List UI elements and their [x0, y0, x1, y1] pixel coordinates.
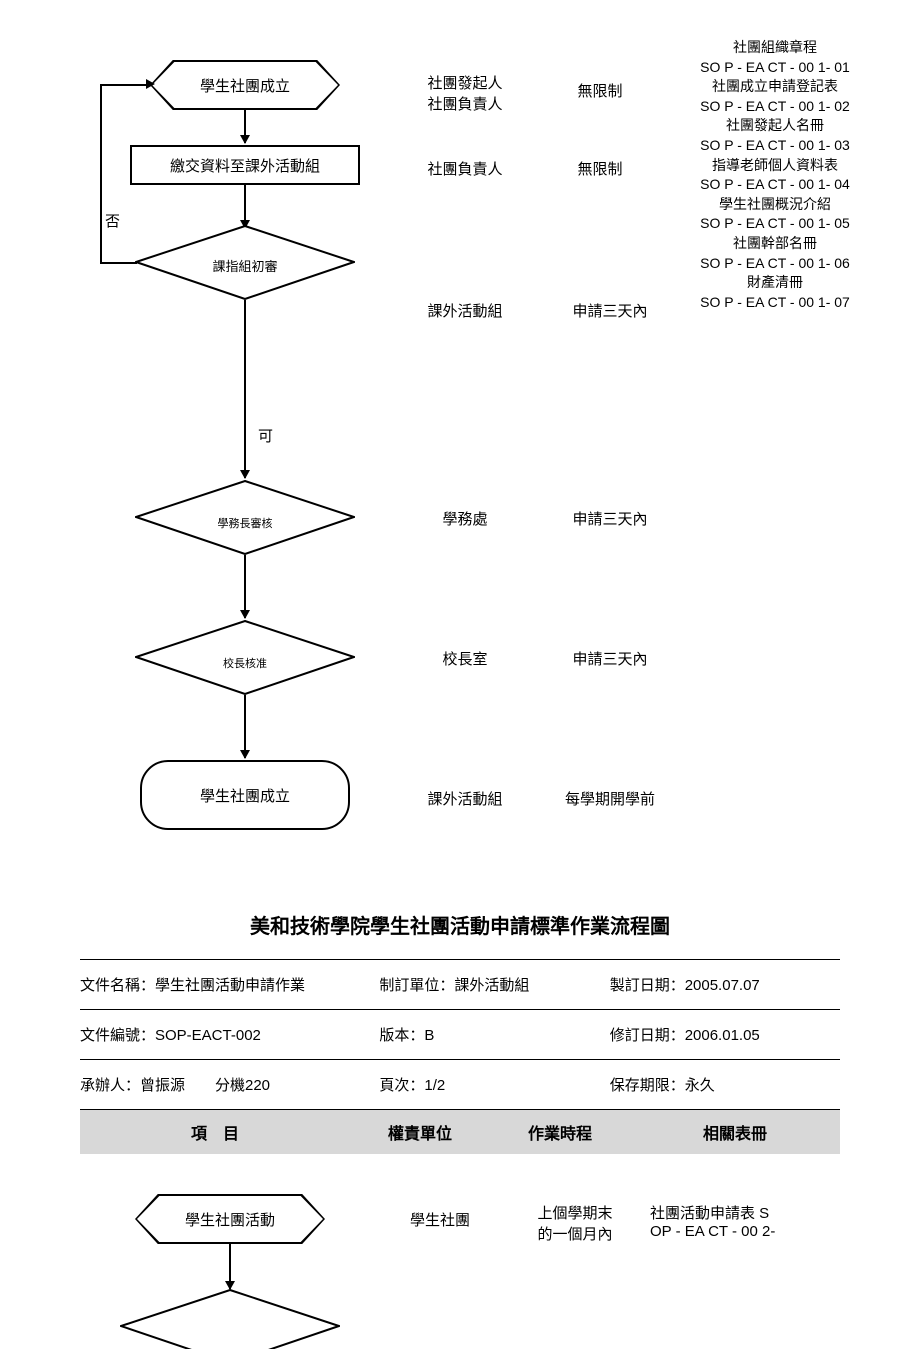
- node-final-rounded: 學生社團成立: [140, 760, 350, 830]
- node-activity-label: 學生社團活動: [185, 1209, 275, 1230]
- node-activity-hex: 學生社團活動: [135, 1194, 325, 1244]
- doc-line: SO P - EA CT - 00 1- 02: [670, 97, 880, 117]
- info-r1c1: 文件名稱：學生社團活動申請作業: [80, 974, 379, 995]
- row2-unit: 社團負責人: [400, 158, 530, 179]
- info-row-2: 文件編號：SOP-EACT-002 版本：B 修訂日期：2006.01.05: [80, 1009, 840, 1059]
- info-r2c2: 版本：B: [379, 1024, 609, 1045]
- row5-unit: 校長室: [400, 648, 530, 669]
- arrow-5-6: [244, 695, 246, 758]
- doc-line: 社團發起人名冊: [670, 116, 880, 136]
- info-table: 文件名稱：學生社團活動申請作業 制訂單位：課外活動組 製訂日期：2005.07.…: [0, 959, 920, 1110]
- edge-no-arrowhead: [146, 79, 155, 89]
- doc-line: 社團成立申請登記表: [670, 77, 880, 97]
- node-president-label: 校長核准: [223, 645, 267, 671]
- arrow-2-3: [244, 185, 246, 228]
- info-r3c1: 承辦人：曾振源 分機220: [80, 1074, 379, 1095]
- doc-line: 財產清冊: [670, 273, 880, 293]
- info-row-1: 文件名稱：學生社團活動申請作業 制訂單位：課外活動組 製訂日期：2005.07.…: [80, 959, 840, 1009]
- node-review-diamond: 課指組初審: [135, 225, 355, 300]
- doc-line: SO P - EA CT - 00 1- 04: [670, 175, 880, 195]
- node-submit-rect: 繳交資料至課外活動組: [130, 145, 360, 185]
- edge-no-h2: [100, 84, 148, 86]
- arrow-1-2: [244, 110, 246, 143]
- row3-unit: 課外活動組: [400, 300, 530, 321]
- title-section: 美和技術學院學生社團活動申請標準作業流程圖: [0, 900, 920, 959]
- f2-time: 上個學期末 的一個月內: [510, 1202, 640, 1244]
- node-establish-label: 學生社團成立: [200, 75, 290, 96]
- table-header: 項 目 權責單位 作業時程 相關表冊: [80, 1110, 840, 1154]
- arrow-4-5: [244, 555, 246, 618]
- row4-time: 申請三天內: [550, 508, 670, 529]
- row6-time: 每學期開學前: [540, 788, 680, 809]
- node-partial-diamond: [120, 1289, 340, 1349]
- flowchart-2: 學生社團活動 學生社團 上個學期末 的一個月內 社團活動申請表 S OP - E…: [80, 1154, 840, 1354]
- node-president-diamond: 校長核准: [135, 620, 355, 695]
- info-r3c2: 頁次：1/2: [379, 1074, 609, 1095]
- row3-time: 申請三天內: [550, 300, 670, 321]
- arrow-3-4: [244, 300, 246, 478]
- doc-line: SO P - EA CT - 00 1- 01: [670, 58, 880, 78]
- info-r2c3: 修訂日期：2006.01.05: [610, 1024, 840, 1045]
- row5-time: 申請三天內: [550, 648, 670, 669]
- f2-doc: 社團活動申請表 S OP - EA CT - 00 2-: [650, 1202, 840, 1240]
- row2-time: 無限制: [550, 158, 650, 179]
- hcol-time: 作業時程: [490, 1120, 630, 1144]
- edge-no-label: 否: [105, 210, 120, 231]
- node-final-label: 學生社團成立: [200, 785, 290, 806]
- doc-line: 學生社團概況介紹: [670, 195, 880, 215]
- doc-line: 指導老師個人資料表: [670, 156, 880, 176]
- node-submit-label: 繳交資料至課外活動組: [170, 155, 320, 176]
- node-dean-label: 學務長審核: [218, 505, 273, 531]
- row6-unit: 課外活動組: [400, 788, 530, 809]
- node-dean-diamond: 學務長審核: [135, 480, 355, 555]
- info-row-3: 承辦人：曾振源 分機220 頁次：1/2 保存期限：永久: [80, 1059, 840, 1110]
- info-r1c2: 制訂單位：課外活動組: [379, 974, 609, 995]
- doc-line: 社團組織章程: [670, 38, 880, 58]
- doc-line: SO P - EA CT - 00 1- 05: [670, 214, 880, 234]
- doc-line: SO P - EA CT - 00 1- 03: [670, 136, 880, 156]
- row1-time: 無限制: [550, 80, 650, 101]
- page-title: 美和技術學院學生社團活動申請標準作業流程圖: [250, 916, 670, 938]
- flowchart-1: 學生社團成立 繳交資料至課外活動組 課指組初審 否 可 學務長審核: [0, 0, 920, 900]
- edge-no-v: [100, 84, 102, 264]
- row4-unit: 學務處: [400, 508, 530, 529]
- info-r3c3: 保存期限：永久: [610, 1074, 840, 1095]
- row1-unit: 社團發起人 社團負責人: [400, 72, 530, 114]
- node-review-label: 課指組初審: [212, 250, 277, 275]
- hcol-docs: 相關表冊: [630, 1120, 840, 1144]
- f2-unit: 學生社團: [380, 1209, 500, 1230]
- edge-yes-label: 可: [258, 425, 273, 446]
- edge-no-h: [100, 262, 137, 264]
- doc-line: SO P - EA CT - 00 1- 07: [670, 293, 880, 313]
- info-r2c1: 文件編號：SOP-EACT-002: [80, 1024, 379, 1045]
- documents-list: 社團組織章程 SO P - EA CT - 00 1- 01 社團成立申請登記表…: [670, 38, 880, 312]
- hcol-unit: 權責單位: [350, 1120, 490, 1144]
- doc-line: 社團幹部名冊: [670, 234, 880, 254]
- info-r1c3: 製訂日期：2005.07.07: [610, 974, 840, 995]
- arrow-activity-down: [229, 1244, 231, 1289]
- node-establish-hex: 學生社團成立: [150, 60, 340, 110]
- doc-line: SO P - EA CT - 00 1- 06: [670, 254, 880, 274]
- hcol-item: 項 目: [80, 1120, 350, 1144]
